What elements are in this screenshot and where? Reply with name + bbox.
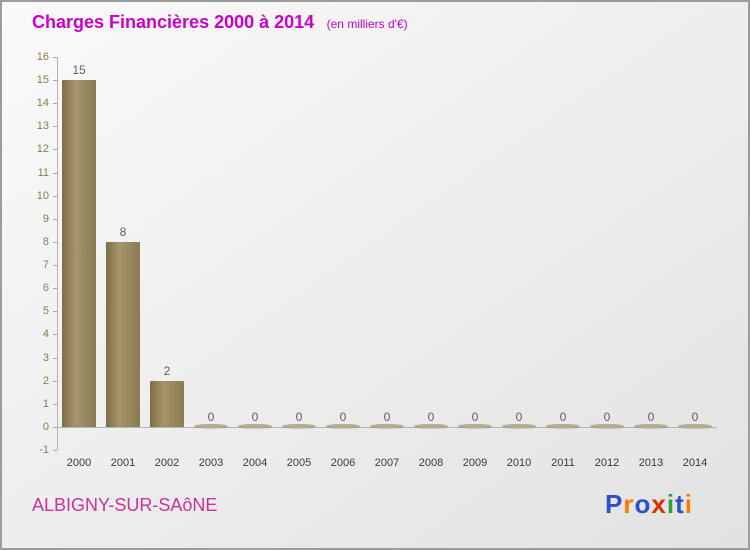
x-tick-label: 2000 (66, 457, 92, 469)
bar-value-label: 0 (603, 409, 611, 424)
y-tick-mark (53, 357, 57, 359)
zero-value-marker (590, 423, 624, 428)
zero-value-marker (194, 423, 228, 428)
y-tick-mark (53, 288, 57, 290)
x-tick-label: 2011 (551, 457, 575, 469)
logo-letter: r (623, 489, 635, 519)
logo-letter: o (634, 489, 652, 519)
x-tick-label: 2007 (374, 457, 400, 469)
logo-letter: i (684, 489, 693, 519)
x-tick-label: 2014 (682, 457, 708, 469)
y-tick-label: -1 (39, 444, 49, 456)
x-tick-label: 2002 (154, 457, 180, 469)
y-tick-label: 10 (36, 189, 49, 202)
y-tick-label: 7 (42, 259, 49, 272)
bar-value-label: 15 (72, 63, 86, 78)
y-tick-mark (53, 218, 57, 220)
bar-value-label: 0 (515, 409, 523, 424)
y-tick-label: 4 (42, 328, 49, 341)
x-tick-label: 2013 (638, 457, 664, 469)
x-tick-label: 2005 (286, 457, 312, 469)
y-tick-label: 2 (42, 374, 49, 387)
y-tick-mark (53, 265, 57, 267)
zero-value-marker (326, 423, 360, 428)
zero-value-marker (370, 423, 404, 428)
zero-value-marker (502, 423, 536, 428)
y-tick-label: 5 (42, 305, 49, 318)
bar-value-label: 2 (163, 363, 171, 378)
y-tick-mark (53, 334, 57, 336)
y-tick-mark (53, 450, 57, 451)
y-tick-label: 15 (36, 74, 49, 87)
bar-value-label: 0 (691, 409, 699, 424)
y-tick-label: 0 (42, 420, 49, 433)
x-tick-label: 2008 (418, 457, 444, 469)
y-tick-mark (53, 426, 57, 428)
bar-value-label: 0 (559, 409, 567, 424)
zero-value-marker (634, 423, 668, 428)
y-tick-label: 8 (42, 235, 49, 248)
logo-letter: x (651, 489, 667, 519)
logo-letter: t (675, 489, 685, 519)
x-tick-label: 2012 (594, 457, 620, 469)
x-tick-label: 2010 (506, 457, 532, 469)
logo-letter: i (666, 489, 676, 519)
y-tick-mark (53, 380, 57, 382)
proxiti-logo: Proxiti (605, 489, 693, 520)
y-tick-label: 6 (42, 282, 49, 295)
y-tick-mark (53, 103, 57, 105)
bar-value-label: 0 (427, 409, 435, 424)
y-tick-mark (53, 149, 57, 151)
x-tick-label: 2001 (110, 457, 136, 469)
x-tick-label: 2009 (462, 457, 488, 469)
y-tick-label: 3 (42, 351, 49, 364)
x-tick-label: 2006 (330, 457, 356, 469)
x-tick-label: 2003 (198, 457, 224, 469)
bar (62, 80, 96, 427)
bar-value-label: 0 (339, 409, 347, 424)
zero-value-marker (546, 423, 580, 428)
y-tick-mark (53, 172, 57, 174)
bar-value-label: 0 (207, 409, 215, 424)
y-tick-label: 9 (42, 212, 49, 225)
bar-value-label: 8 (119, 224, 127, 239)
y-tick-label: 12 (36, 143, 49, 156)
logo-letter: P (605, 489, 624, 519)
bar (150, 380, 184, 427)
bar-value-label: 0 (647, 409, 655, 424)
y-tick-label: 14 (36, 97, 49, 110)
chart-title: Charges Financières 2000 à 2014 (32, 12, 315, 32)
y-tick-mark (53, 241, 57, 243)
chart-header: Charges Financières 2000 à 2014 (en mill… (32, 12, 408, 33)
y-tick-label: 13 (36, 120, 49, 133)
x-tick-label: 2004 (242, 457, 268, 469)
bar (106, 241, 140, 427)
y-tick-mark (53, 57, 57, 58)
bar-value-label: 0 (383, 409, 391, 424)
bar-chart: -1 0 1 2 3 4 5 6 7 8 9 10 11 12 13 14 15 16 15 2000 8 2001 2 20… (2, 42, 748, 472)
y-tick-label: 11 (37, 166, 49, 179)
chart-subtitle: (en milliers d'€) (326, 17, 408, 31)
zero-value-marker (282, 423, 316, 428)
bar-value-label: 0 (471, 409, 479, 424)
zero-value-marker (414, 423, 448, 428)
bar-value-label: 0 (295, 409, 303, 424)
y-tick-label: 16 (36, 51, 49, 63)
y-axis-line (57, 57, 58, 450)
zero-value-marker (458, 423, 492, 428)
bar-value-label: 0 (251, 409, 259, 424)
y-tick-mark (53, 311, 57, 313)
location-label: ALBIGNY-SUR-SAôNE (32, 495, 218, 515)
y-tick-mark (53, 80, 57, 82)
zero-value-marker (238, 423, 272, 428)
zero-value-marker (678, 423, 712, 428)
y-tick-mark (53, 403, 57, 405)
y-tick-mark (53, 126, 57, 128)
y-tick-mark (53, 195, 57, 197)
y-tick-label: 1 (42, 397, 49, 410)
